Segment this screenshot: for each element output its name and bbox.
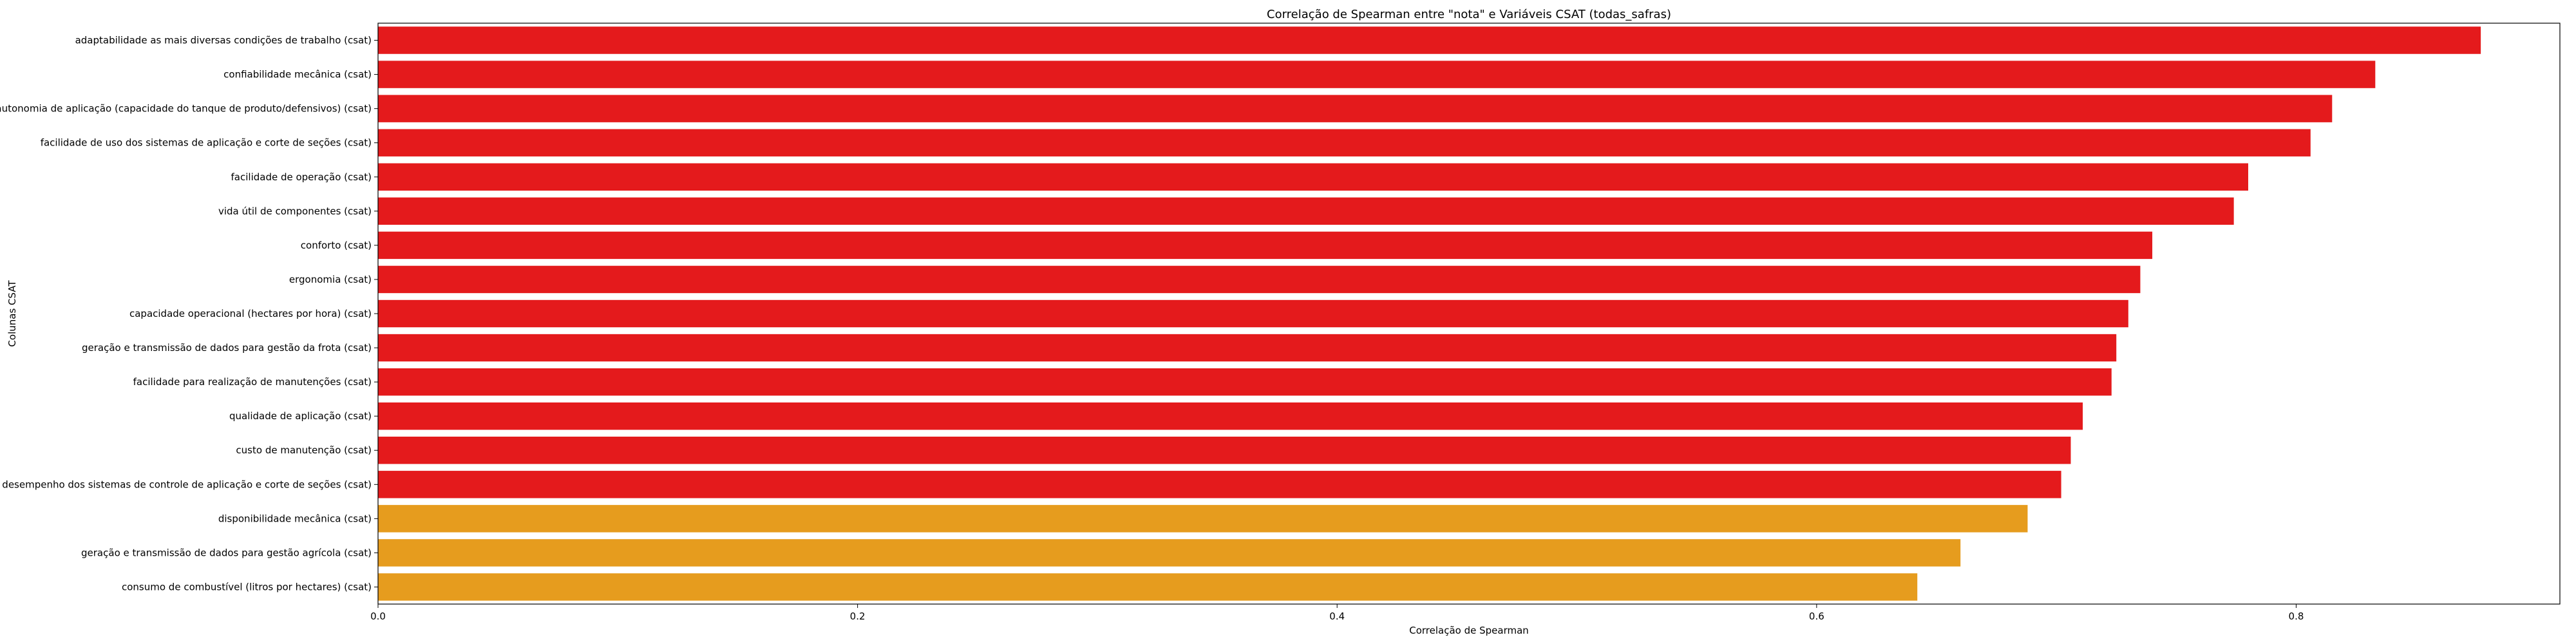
y-tick-labels: adaptabilidade as mais diversas condiçõe… bbox=[0, 35, 378, 592]
bar-13 bbox=[378, 471, 2061, 498]
bar-0 bbox=[378, 26, 2481, 54]
bar-11 bbox=[378, 402, 2083, 430]
bar-8 bbox=[378, 299, 2128, 328]
bar-4 bbox=[378, 163, 2248, 191]
bar-16 bbox=[378, 573, 1918, 601]
y-tick-label: desempenho dos sistemas de controle de a… bbox=[2, 478, 372, 490]
bar-15 bbox=[378, 539, 1961, 567]
bar-10 bbox=[378, 368, 2112, 396]
y-tick-label: autonomia de aplicação (capacidade do ta… bbox=[0, 103, 372, 115]
bar-5 bbox=[378, 197, 2234, 225]
y-tick-label: conforto (csat) bbox=[301, 240, 372, 251]
y-tick-label: disponibilidade mecânica (csat) bbox=[218, 513, 372, 524]
y-tick-label: adaptabilidade as mais diversas condiçõe… bbox=[75, 35, 372, 46]
x-tick-label: 0.6 bbox=[1809, 611, 1824, 622]
bar-3 bbox=[378, 129, 2311, 156]
x-tick-labels: 0.0 0.2 0.4 0.6 0.8 bbox=[370, 604, 2304, 622]
x-tick-label: 0.8 bbox=[2289, 611, 2304, 622]
x-tick-label: 0.4 bbox=[1329, 611, 1345, 622]
bar-7 bbox=[378, 265, 2141, 294]
plot-frame bbox=[377, 23, 2561, 605]
x-tick-label: 0.0 bbox=[370, 611, 386, 622]
bar-12 bbox=[378, 437, 2071, 464]
y-tick-label: custo de manutenção (csat) bbox=[236, 444, 372, 456]
y-tick-label: facilidade de operação (csat) bbox=[231, 171, 372, 183]
bars-group bbox=[378, 26, 2481, 601]
y-tick-label: facilidade para realização de manutençõe… bbox=[133, 376, 372, 388]
y-tick-label: ergonomia (csat) bbox=[289, 274, 372, 285]
x-tick-label: 0.2 bbox=[850, 611, 866, 622]
y-tick-label: geração e transmissão de dados para gest… bbox=[81, 547, 372, 558]
bar-14 bbox=[378, 505, 2028, 533]
x-axis-label: Correlação de Spearman bbox=[1409, 625, 1529, 636]
bar-9 bbox=[378, 334, 2117, 362]
y-tick-label: vida útil de componentes (csat) bbox=[218, 205, 372, 217]
chart-title: Correlação de Spearman entre "nota" e Va… bbox=[1267, 8, 1671, 21]
y-tick-label: confiabilidade mecânica (csat) bbox=[223, 69, 372, 80]
bar-1 bbox=[378, 61, 2376, 88]
y-axis-label: Colunas CSAT bbox=[6, 280, 18, 347]
bar-6 bbox=[378, 231, 2153, 260]
y-tick-label: consumo de combustível (litros por hecta… bbox=[122, 581, 372, 592]
bar-2 bbox=[378, 95, 2333, 122]
y-tick-label: capacidade operacional (hectares por hor… bbox=[129, 308, 372, 319]
y-tick-label: facilidade de uso dos sistemas de aplica… bbox=[41, 137, 372, 149]
y-tick-label: qualidade de aplicação (csat) bbox=[229, 410, 372, 422]
y-tick-label: geração e transmissão de dados para gest… bbox=[82, 342, 372, 354]
